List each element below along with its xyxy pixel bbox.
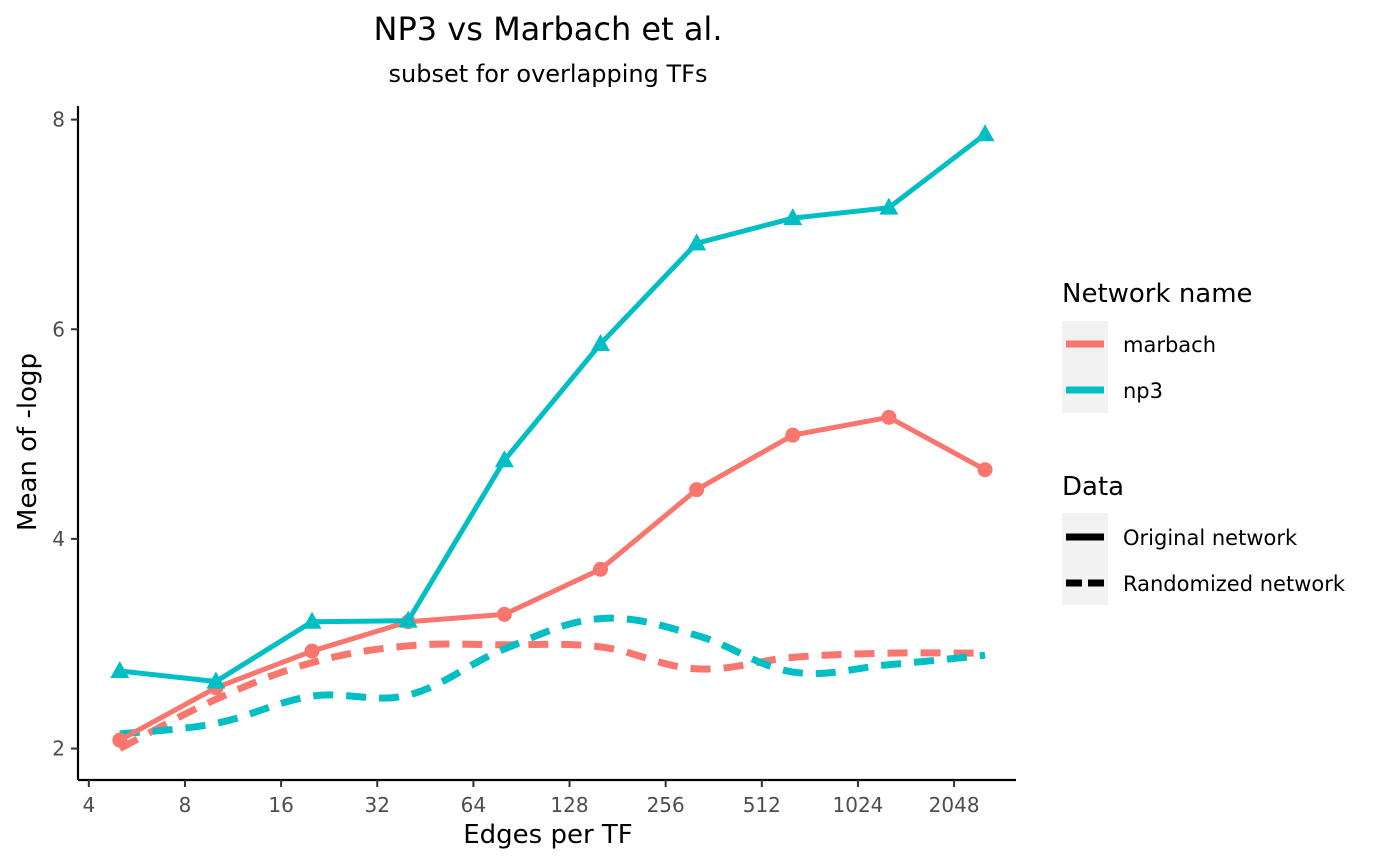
series-line-marbach-original xyxy=(118,414,987,743)
data-point-np3-original xyxy=(879,197,899,215)
data-point-marbach-original xyxy=(689,482,705,498)
y-tick-label: 4 xyxy=(52,527,65,551)
data-point-np3-original xyxy=(206,671,226,689)
data-point-marbach-original xyxy=(304,643,320,659)
data-point-np3-original xyxy=(975,124,995,142)
x-tick-label: 2048 xyxy=(929,793,980,817)
legend-title-network: Network name xyxy=(1062,279,1253,309)
chart-subtitle: subset for overlapping TFs xyxy=(389,60,708,88)
y-tick-label: 6 xyxy=(52,317,65,341)
data-point-np3-original xyxy=(494,450,514,468)
data-point-np3-original xyxy=(302,611,322,629)
series-marbach-original xyxy=(112,409,993,748)
legend-key-background xyxy=(1062,513,1108,605)
chart-title: NP3 vs Marbach et al. xyxy=(374,10,723,48)
legend-label-randomized: Randomized network xyxy=(1123,572,1346,596)
legend-label-np3: np3 xyxy=(1123,379,1163,403)
data-point-marbach-original xyxy=(977,462,993,478)
x-axis-title: Edges per TF xyxy=(463,820,633,850)
x-tick-label: 32 xyxy=(365,793,390,817)
series-line-np3-randomized xyxy=(119,614,986,738)
series-np3-original xyxy=(110,124,995,689)
plot-series xyxy=(110,124,995,752)
x-tick-label: 512 xyxy=(743,793,781,817)
data-point-marbach-original xyxy=(785,427,801,443)
data-point-np3-original xyxy=(110,660,130,678)
x-tick-label: 128 xyxy=(550,793,588,817)
series-np3-randomized xyxy=(119,614,986,738)
data-point-marbach-original xyxy=(112,732,128,748)
axes: 4 8 16 32 64 128 256 512 1024 2048 2 4 6 8 xyxy=(52,106,1016,817)
x-tick-label: 8 xyxy=(179,793,192,817)
data-point-np3-original xyxy=(398,610,418,628)
data-point-marbach-original xyxy=(592,561,608,577)
legend: Network name marbach np3 Data Original netwo… xyxy=(1062,279,1346,605)
legend-label-marbach: marbach xyxy=(1123,333,1216,357)
x-tick-label: 256 xyxy=(647,793,685,817)
y-axis-title: Mean of -logp xyxy=(13,353,43,531)
x-tick-label: 64 xyxy=(461,793,486,817)
legend-title-data: Data xyxy=(1062,472,1124,502)
series-line-marbach-randomized xyxy=(118,640,986,752)
data-point-marbach-original xyxy=(881,409,897,425)
x-tick-label: 16 xyxy=(268,793,293,817)
x-tick-label: 1024 xyxy=(833,793,884,817)
data-point-marbach-original xyxy=(496,606,512,622)
data-point-np3-original xyxy=(783,208,803,226)
y-tick-label: 8 xyxy=(52,108,65,132)
series-marbach-randomized xyxy=(118,640,986,752)
legend-key-background xyxy=(1062,321,1108,413)
series-line-np3-original xyxy=(119,132,987,684)
x-tick-label: 4 xyxy=(82,793,95,817)
data-point-np3-original xyxy=(687,233,707,251)
legend-label-original: Original network xyxy=(1123,526,1298,550)
data-point-np3-original xyxy=(590,333,610,351)
y-tick-label: 2 xyxy=(52,737,65,761)
